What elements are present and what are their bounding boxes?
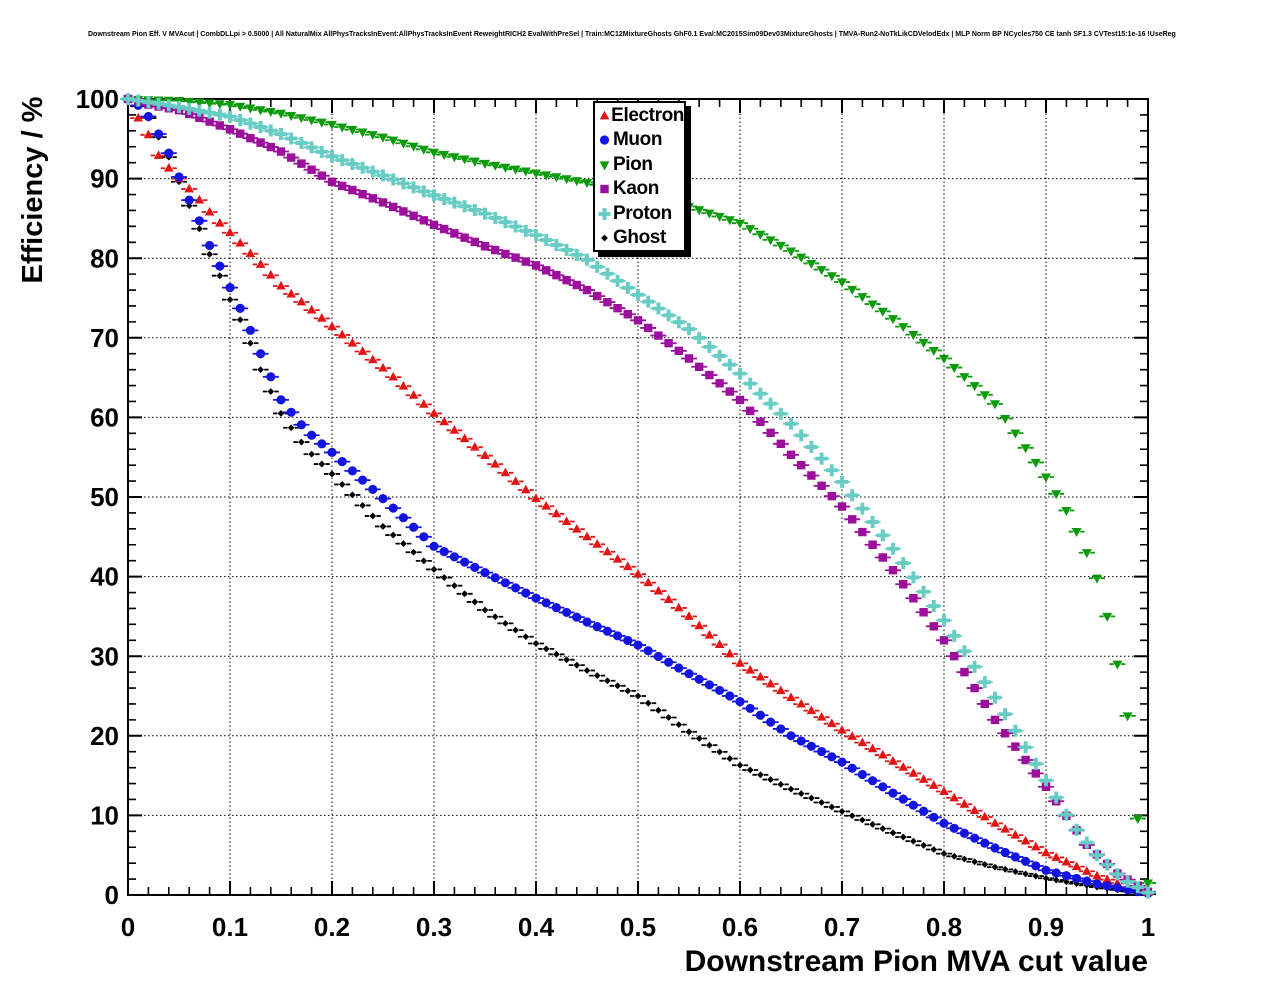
ghost-marker-icon: [601, 234, 608, 242]
legend-item-proton: Proton: [595, 201, 684, 226]
legend-label: Muon: [613, 129, 663, 151]
y-tick-label: 70: [90, 323, 119, 353]
y-tick-label: 80: [90, 243, 119, 273]
x-tick-label: 0.7: [824, 912, 860, 942]
x-tick-label: 1: [1141, 912, 1155, 942]
legend-label: Pion: [613, 153, 653, 175]
grid-lines: [128, 99, 1148, 895]
x-tick-labels: 0 0.1 0.2 0.3 0.4 0.5 0.6 0.7 0.8 0.9 1: [121, 912, 1155, 942]
y-tick-label: 40: [90, 562, 119, 592]
x-tick-label: 0.3: [416, 912, 452, 942]
y-axis-title: Efficiency / %: [17, 96, 49, 283]
legend-label: Kaon: [613, 178, 659, 200]
muon-marker-icon: [599, 135, 610, 145]
x-tick-label: 0.6: [722, 912, 758, 942]
x-tick-label: 0: [121, 912, 135, 942]
legend: Electron Muon Pion Kaon Proton Ghost: [593, 101, 686, 252]
legend-item-electron: Electron: [595, 103, 684, 128]
plot-frame: [127, 98, 1149, 896]
legend-label: Electron: [611, 104, 684, 126]
y-tick-label: 30: [90, 641, 119, 671]
legend-item-pion: Pion: [595, 152, 684, 177]
x-tick-label: 0.2: [314, 912, 350, 942]
y-tick-label: 60: [90, 403, 119, 433]
x-tick-label: 0.8: [926, 912, 962, 942]
legend-label: Proton: [613, 202, 672, 224]
x-tick-label: 0.9: [1028, 912, 1064, 942]
y-tick-label: 10: [90, 801, 119, 831]
kaon-marker-icon: [600, 185, 609, 194]
proton-marker-icon: [598, 207, 611, 220]
x-tick-label: 0.1: [212, 912, 248, 942]
electron-marker-icon: [599, 110, 610, 120]
x-tick-label: 0.4: [518, 912, 555, 942]
y-tick-labels: 0 10 20 30 40 50 60 70 80 90 100: [76, 84, 119, 910]
pion-marker-icon: [599, 161, 610, 171]
y-tick-label: 0: [105, 880, 119, 910]
y-tick-label: 20: [90, 721, 119, 751]
y-tick-label: 90: [90, 164, 119, 194]
y-tick-label: 50: [90, 482, 119, 512]
series-proton: [120, 93, 1156, 899]
minor-ticks: [128, 99, 1148, 895]
x-axis-title: Downstream Pion MVA cut value: [685, 945, 1148, 978]
legend-item-muon: Muon: [595, 128, 684, 153]
legend-item-kaon: Kaon: [595, 177, 684, 202]
legend-label: Ghost: [613, 227, 666, 249]
plot-title: Downstream Pion Eff. V MVAcut | CombDLLp…: [88, 31, 1176, 38]
x-tick-label: 0.5: [620, 912, 656, 942]
legend-item-ghost: Ghost: [595, 226, 684, 251]
y-tick-label: 100: [76, 84, 119, 114]
